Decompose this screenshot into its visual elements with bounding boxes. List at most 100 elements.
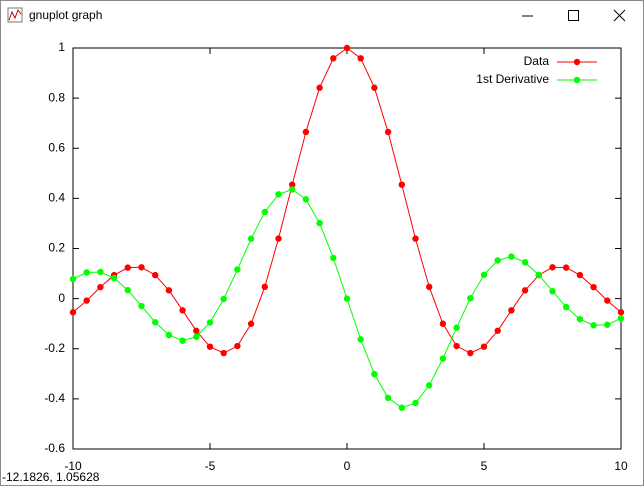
data-point (275, 235, 282, 242)
data-point (316, 219, 323, 227)
data-point (617, 309, 625, 316)
data-point (357, 55, 364, 62)
data-point (480, 271, 488, 278)
data-point (234, 342, 241, 350)
data-point (412, 399, 419, 407)
data-point (220, 349, 227, 357)
data-point (275, 191, 282, 198)
data-point (535, 271, 542, 279)
data-point (289, 186, 296, 193)
data-point (604, 321, 611, 328)
data-point (179, 307, 186, 314)
data-point (316, 84, 323, 91)
data-point (206, 319, 214, 326)
data-point (590, 322, 597, 329)
y-tick-label: -0.2 (44, 341, 65, 355)
data-point (398, 181, 405, 188)
data-point (508, 307, 515, 314)
data-point (83, 297, 90, 304)
data-point (138, 264, 145, 271)
data-point (193, 333, 200, 340)
y-tick-label: -0.6 (44, 441, 65, 455)
data-point (371, 370, 378, 378)
status-text: -12.1826, 1.05628 (2, 470, 100, 484)
data-point (124, 264, 131, 271)
x-tick-label: -5 (205, 459, 216, 473)
data-point (426, 283, 433, 291)
data-point (590, 283, 597, 291)
y-tick-label: 0.6 (48, 140, 65, 154)
window-title: gnuplot graph (29, 8, 102, 22)
data-point (247, 235, 255, 242)
x-tick-label: 5 (481, 459, 488, 473)
data-point (220, 295, 227, 303)
data-point (343, 44, 351, 52)
data-point (384, 394, 392, 402)
data-point (302, 128, 310, 136)
y-tick-label: 0.8 (48, 90, 65, 104)
data-point (69, 309, 77, 316)
data-point (563, 303, 570, 311)
data-point (193, 327, 200, 334)
data-point (69, 275, 77, 283)
data-point (97, 283, 104, 291)
data-point (453, 342, 460, 350)
data-point (508, 253, 515, 260)
data-point (330, 55, 337, 62)
data-point (165, 331, 173, 339)
data-point (97, 268, 104, 276)
x-tick-label: -10 (64, 459, 82, 473)
maximize-button[interactable] (568, 10, 579, 21)
y-tick-label: 0.4 (48, 191, 65, 205)
legend-label: 1st Derivative (476, 72, 549, 86)
data-point (494, 327, 501, 334)
data-point (384, 128, 392, 136)
data-point (426, 382, 433, 389)
data-point (617, 315, 625, 322)
data-point (247, 320, 255, 327)
data-point (453, 324, 460, 331)
y-tick-label: -0.4 (44, 391, 65, 405)
data-point (563, 264, 570, 271)
app-icon (7, 7, 23, 23)
x-tick-label: 0 (344, 459, 351, 473)
data-point (604, 297, 611, 304)
data-point (576, 271, 584, 279)
data-point (302, 196, 310, 203)
data-point (357, 336, 364, 343)
data-point (494, 257, 501, 264)
data-point (467, 295, 474, 302)
data-point (179, 337, 186, 344)
legend-marker (573, 58, 581, 66)
data-point (480, 343, 488, 350)
data-point (152, 271, 159, 279)
data-point (521, 259, 529, 266)
data-point (549, 264, 556, 271)
data-point (261, 283, 268, 291)
data-point (439, 320, 447, 327)
y-tick-label: 0 (58, 291, 65, 305)
data-point (371, 84, 378, 91)
data-point (521, 287, 529, 294)
y-tick-label: 1 (58, 40, 65, 54)
legend-label: Data (524, 54, 550, 68)
data-point (412, 235, 419, 242)
legend-marker (573, 76, 581, 84)
data-point (343, 295, 351, 302)
data-point (206, 343, 214, 350)
y-tick-label: 0.2 (48, 241, 65, 255)
close-button[interactable] (613, 9, 626, 22)
data-point (152, 319, 159, 326)
data-point (138, 302, 145, 310)
data-point (398, 404, 405, 411)
x-tick-label: 10 (614, 459, 628, 473)
data-point (467, 349, 474, 357)
data-point (330, 254, 337, 262)
data-point (83, 269, 90, 276)
data-point (576, 315, 584, 323)
data-point (261, 208, 268, 216)
data-point (549, 288, 556, 295)
